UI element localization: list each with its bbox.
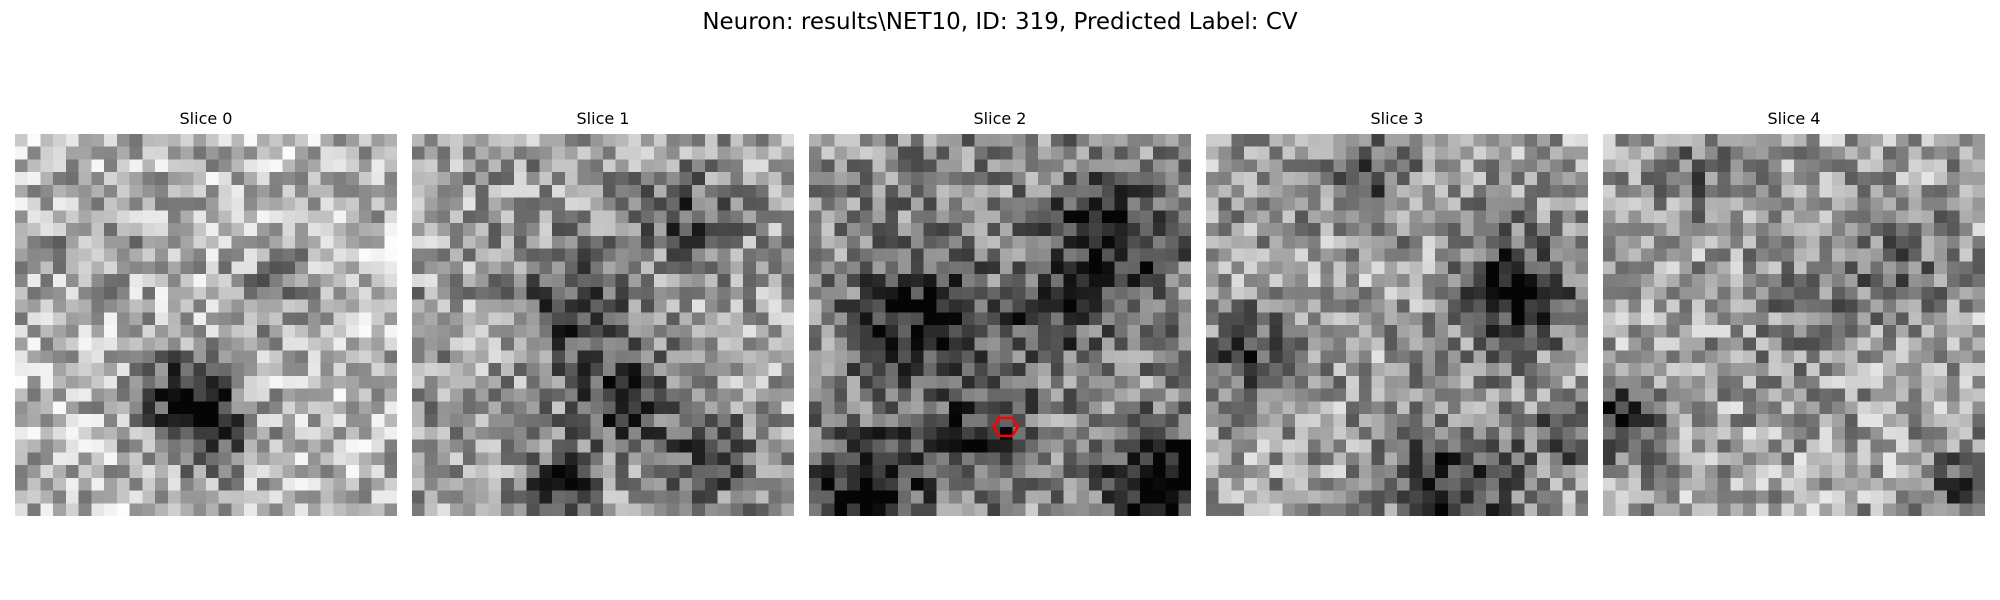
slice-image-0 (15, 134, 397, 516)
slice-title-2: Slice 2 (973, 109, 1027, 128)
slice-panel-0: Slice 0 (15, 108, 397, 516)
slice-image-2 (809, 134, 1191, 516)
slice-panel-2: Slice 2 (809, 108, 1191, 516)
slice-title-1: Slice 1 (576, 109, 630, 128)
slice-image-1 (412, 134, 794, 516)
figure-title: Neuron: results\NET10, ID: 319, Predicte… (702, 9, 1298, 35)
slice-panel-3: Slice 3 (1206, 108, 1588, 516)
slice-title-3: Slice 3 (1370, 109, 1424, 128)
slice-image-4 (1603, 134, 1985, 516)
slice-panel-1: Slice 1 (412, 108, 794, 516)
slice-title-0: Slice 0 (179, 109, 233, 128)
slice-panel-4: Slice 4 (1603, 108, 1985, 516)
slice-title-4: Slice 4 (1767, 109, 1821, 128)
slice-image-3 (1206, 134, 1588, 516)
